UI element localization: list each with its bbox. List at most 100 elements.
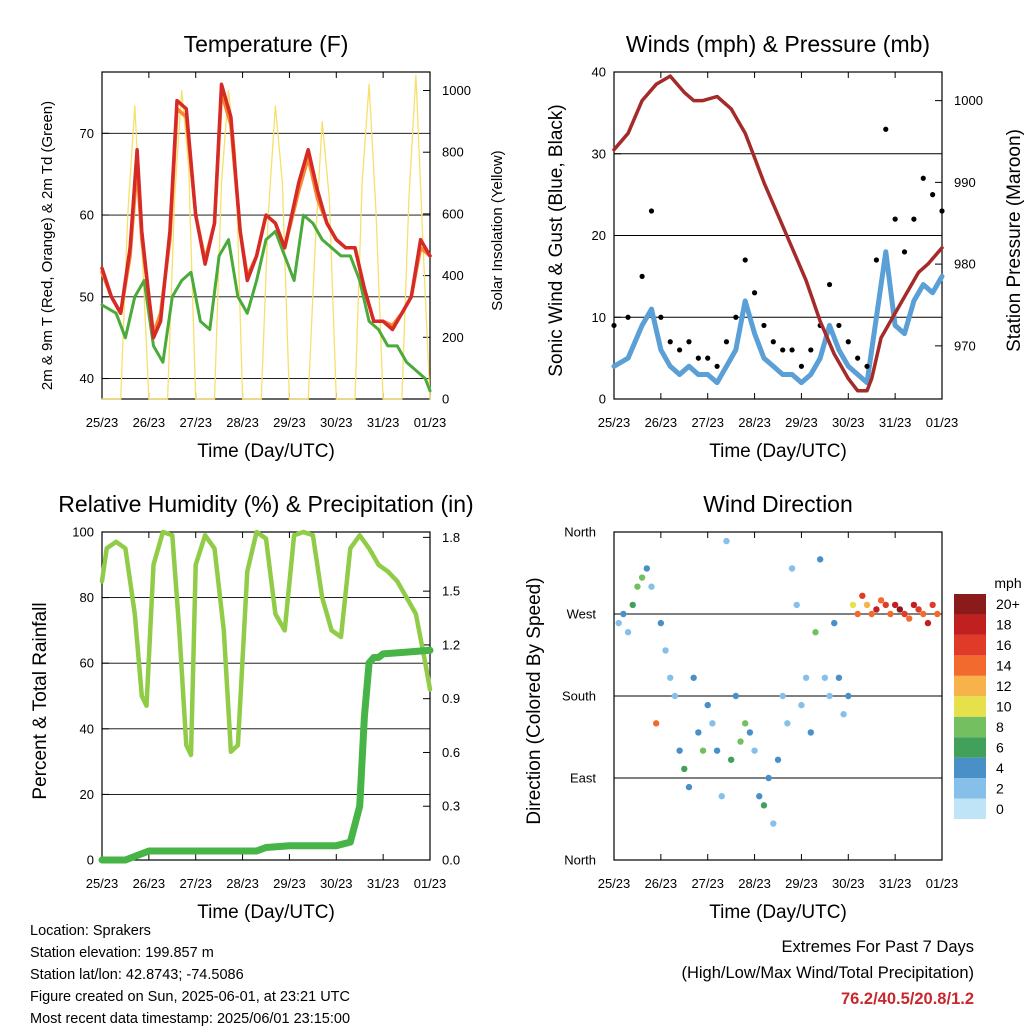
winds-xtick-label: 28/23 — [738, 415, 771, 430]
colorbar-label: 16 — [996, 637, 1012, 653]
gust-point — [667, 339, 673, 345]
solar-insolation-line — [101, 74, 431, 400]
direction-point — [802, 674, 810, 681]
winds-xtick-label: 01/23 — [926, 415, 959, 430]
temperature-y2label: Solar Insolation (Yellow) — [489, 150, 506, 310]
colorbar-label: 12 — [996, 678, 1012, 694]
humidity-xtick-label: 27/23 — [179, 876, 212, 891]
gust-point — [939, 208, 945, 214]
direction-xtick-label: 28/23 — [738, 876, 771, 891]
latlon-text: Station lat/lon: 42.8743; -74.5086 — [30, 967, 244, 983]
direction-ylabel: Direction (Colored By Speed) — [524, 577, 545, 824]
winds-xtick-label: 26/23 — [645, 415, 678, 430]
gust-point — [930, 192, 936, 198]
colorbar-swatch — [954, 737, 986, 758]
gust-point — [761, 322, 767, 329]
direction-point — [873, 606, 880, 613]
gust-point — [686, 339, 692, 345]
colorbar-swatch — [954, 757, 986, 779]
direction-point — [704, 701, 711, 709]
extremes-title: Extremes For Past 7 Days — [781, 938, 974, 956]
direction-point — [699, 747, 707, 754]
direction-point — [713, 747, 721, 754]
humidity-xtick-label: 28/23 — [226, 876, 259, 891]
direction-point — [901, 610, 908, 618]
colorbar-swatch — [954, 614, 986, 635]
direction-point — [882, 601, 889, 609]
direction-point — [727, 756, 735, 763]
direction-point — [638, 574, 646, 581]
gust-point — [714, 363, 720, 369]
humidity-xlabel: Time (Day/UTC) — [197, 902, 335, 923]
direction-ytick-label: East — [570, 771, 596, 786]
direction-point — [629, 601, 636, 609]
gust-point — [695, 355, 701, 361]
direction-xtick-label: 26/23 — [645, 876, 678, 891]
gust-point — [751, 290, 758, 296]
direction-point — [615, 619, 622, 627]
direction-point — [784, 720, 791, 727]
temp-9m-line — [100, 90, 432, 336]
winds-ytick-label: 0 — [599, 392, 606, 407]
direction-point — [671, 692, 679, 700]
humidity-title: Relative Humidity (%) & Precipitation (i… — [58, 491, 473, 517]
temperature-ylabel: 2m & 9m T (Red, Orange) & 2m Td (Green) — [39, 101, 56, 390]
temperature-y2tick-label: 200 — [442, 330, 464, 345]
colorbar-label: 14 — [996, 658, 1012, 674]
direction-point — [910, 601, 918, 609]
direction-point — [840, 711, 847, 718]
direction-ytick-label: South — [562, 689, 596, 704]
extremes-box: Extremes For Past 7 Days (High/Low/Max W… — [681, 934, 974, 1012]
colorbar-swatch — [954, 696, 986, 717]
direction-xtick-label: 31/23 — [879, 876, 912, 891]
direction-point — [920, 610, 927, 618]
winds-xtick-label: 30/23 — [832, 415, 865, 430]
direction-point — [643, 565, 650, 572]
winds-y2tick-label: 970 — [954, 338, 976, 353]
humidity-xtick-label: 31/23 — [367, 876, 400, 891]
gust-point — [883, 126, 889, 132]
direction-xtick-label: 25/23 — [598, 876, 631, 891]
temperature-xtick-label: 25/23 — [86, 415, 119, 430]
humidity-xtick-label: 29/23 — [273, 876, 306, 891]
direction-point — [863, 601, 871, 609]
temperature-xtick-label: 27/23 — [179, 415, 212, 430]
colorbar-label: 10 — [996, 699, 1012, 715]
direction-point — [779, 692, 786, 700]
direction-point — [657, 619, 665, 627]
extremes-subtitle: (High/Low/Max Wind/Total Precipitation) — [681, 964, 974, 982]
colorbar-swatch — [954, 634, 986, 656]
direction-point — [845, 692, 852, 700]
humidity-ylabel: Percent & Total Rainfall — [30, 602, 51, 799]
gust-point — [639, 273, 645, 279]
gust-point — [873, 257, 880, 263]
winds-ylabel: Sonic Wind & Gust (Blue, Black) — [546, 104, 567, 376]
humidity-xtick-label: 26/23 — [133, 876, 166, 891]
humidity-ytick-label: 60 — [80, 656, 94, 671]
direction-point — [742, 720, 749, 727]
temperature-y2tick-label: 800 — [442, 145, 464, 160]
direction-point — [891, 601, 899, 609]
winds-ytick-label: 40 — [592, 65, 606, 80]
direction-point — [868, 610, 875, 618]
winds-ytick-label: 30 — [592, 146, 606, 161]
direction-xtick-label: 01/23 — [926, 876, 959, 891]
humidity-ytick-label: 0 — [87, 853, 94, 868]
direction-ytick-label: North — [564, 525, 596, 540]
direction-xtick-label: 30/23 — [832, 876, 865, 891]
temperature-xtick-label: 26/23 — [133, 415, 166, 430]
winds-ytick-label: 20 — [592, 228, 606, 243]
humidity-y2tick-label: 0.0 — [442, 853, 460, 868]
direction-point — [695, 729, 702, 736]
winds-y2tick-label: 990 — [954, 175, 976, 190]
direction-point — [681, 765, 688, 773]
colorbar-swatch — [954, 798, 986, 819]
direction-point — [915, 606, 922, 613]
direction-point — [831, 619, 838, 627]
temperature-xtick-label: 29/23 — [273, 415, 306, 430]
direction-point — [770, 820, 777, 827]
direction-point — [620, 610, 627, 618]
gust-point — [911, 216, 917, 222]
temperature-y2tick-label: 1000 — [442, 83, 471, 98]
direction-point — [723, 537, 730, 545]
